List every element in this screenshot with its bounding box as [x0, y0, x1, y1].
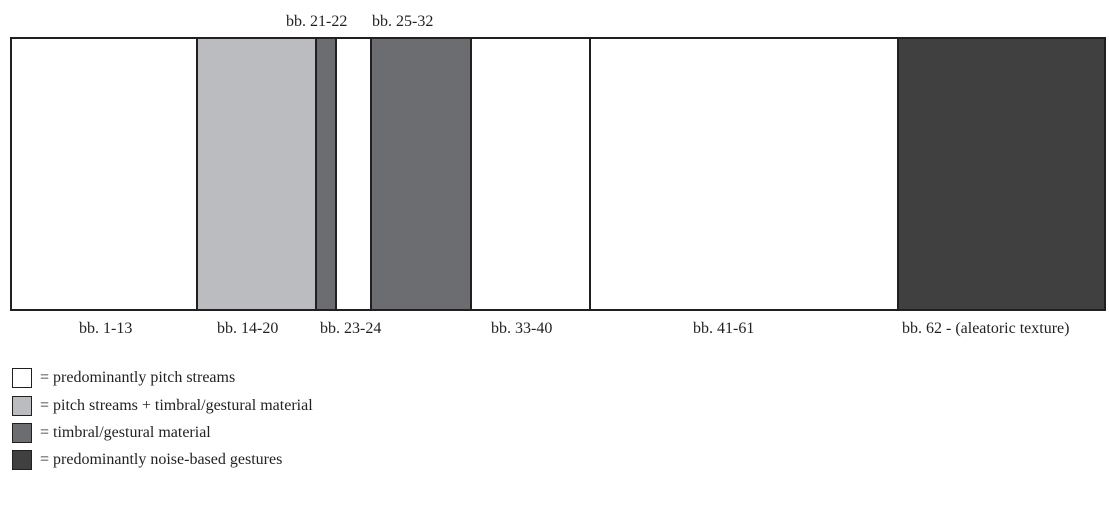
legend-label: = predominantly pitch streams	[40, 369, 236, 386]
section-bb-25-32	[370, 39, 470, 309]
legend-swatch	[12, 396, 32, 416]
label-bb-25-32: bb. 25-32	[372, 13, 434, 30]
label-bb-1-13: bb. 1-13	[79, 320, 133, 337]
label-bb-62-aleatoric: bb. 62 - (aleatoric texture)	[902, 320, 1070, 337]
label-bb-41-61: bb. 41-61	[693, 320, 755, 337]
section-bb-1-13	[12, 39, 196, 309]
section-bb-21-22	[315, 39, 335, 309]
section-bb-14-20	[196, 39, 315, 309]
label-bb-23-24: bb. 23-24	[320, 320, 382, 337]
section-bb-41-61	[589, 39, 897, 309]
legend-label: = pitch streams + timbral/gestural mater…	[40, 397, 313, 414]
section-bb-23-24	[335, 39, 370, 309]
label-bb-21-22: bb. 21-22	[286, 13, 348, 30]
legend-label: = timbral/gestural material	[40, 424, 211, 441]
label-bb-14-20: bb. 14-20	[217, 320, 279, 337]
section-bb-33-40	[470, 39, 589, 309]
label-bb-33-40: bb. 33-40	[491, 320, 553, 337]
form-timeline-bar	[10, 37, 1106, 311]
legend-swatch	[12, 450, 32, 470]
section-bb-62-aleatoric	[897, 39, 1104, 309]
legend-swatch	[12, 423, 32, 443]
legend-swatch	[12, 368, 32, 388]
legend-label: = predominantly noise-based gestures	[40, 451, 283, 468]
